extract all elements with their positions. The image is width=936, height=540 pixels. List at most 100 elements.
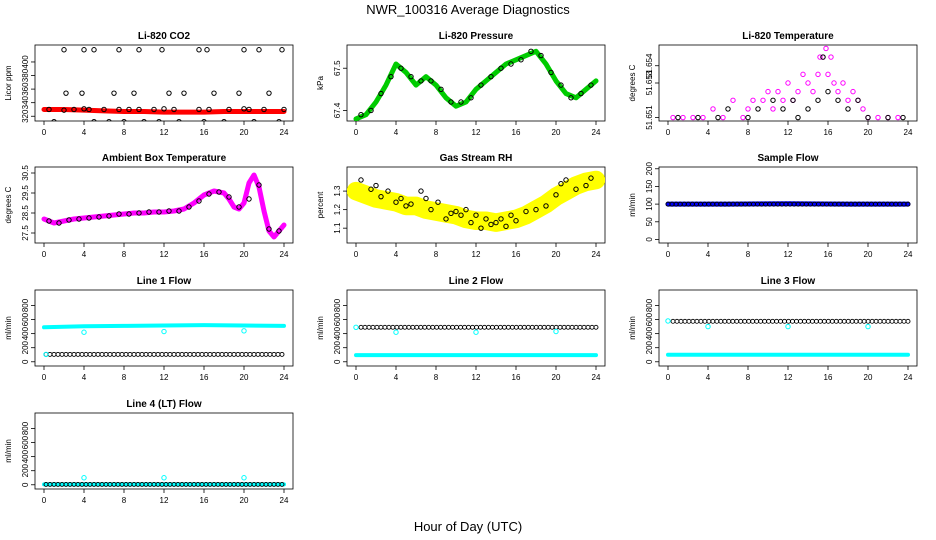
data-point xyxy=(151,106,157,113)
data-point xyxy=(199,351,205,357)
data-point xyxy=(561,324,567,330)
data-point xyxy=(167,351,173,357)
data-point xyxy=(770,106,776,112)
x-tick-label: 0 xyxy=(354,373,359,382)
data-point xyxy=(775,88,781,95)
data-point xyxy=(543,203,549,209)
x-tick-label: 4 xyxy=(82,496,87,505)
y-axis-label: ml/min xyxy=(628,193,637,217)
data-point xyxy=(398,324,404,330)
data-point xyxy=(513,324,519,330)
data-point xyxy=(734,318,740,324)
y-axis-label: ml/min xyxy=(4,316,13,340)
data-point xyxy=(275,351,281,357)
data-point xyxy=(261,106,267,113)
data-point xyxy=(740,114,746,121)
data-point xyxy=(578,90,584,97)
y-tick-label: 340 xyxy=(21,95,30,109)
y-axis-label: ml/min xyxy=(4,439,13,463)
data-point xyxy=(860,106,866,112)
data-point xyxy=(538,52,544,59)
data-point xyxy=(263,351,269,357)
data-point xyxy=(279,351,285,357)
data-point xyxy=(81,329,87,335)
data-point xyxy=(720,114,726,121)
data-point xyxy=(790,97,796,103)
data-point xyxy=(517,324,523,330)
x-tick-label: 20 xyxy=(552,373,561,382)
data-point xyxy=(497,324,503,330)
data-point xyxy=(71,351,77,357)
data-point xyxy=(398,195,404,202)
data-point xyxy=(51,351,57,357)
data-point xyxy=(468,219,474,226)
data-point xyxy=(206,106,212,113)
data-point xyxy=(857,318,863,324)
data-point xyxy=(770,97,776,103)
data-point xyxy=(730,97,736,103)
data-point xyxy=(267,351,273,357)
data-point xyxy=(266,90,272,96)
data-point xyxy=(565,324,571,330)
y-tick-label: 600 xyxy=(21,312,30,326)
data-point xyxy=(558,180,564,187)
data-point xyxy=(509,324,515,330)
data-point xyxy=(805,318,811,324)
data-point xyxy=(463,206,469,213)
data-point xyxy=(378,193,384,200)
series-group xyxy=(41,47,287,121)
data-point xyxy=(829,318,835,324)
x-tick-label: 16 xyxy=(200,128,209,137)
y-tick-label: 1.2 xyxy=(333,204,342,216)
x-tick-label: 0 xyxy=(354,128,359,137)
data-point xyxy=(726,318,732,324)
data-point xyxy=(103,351,109,357)
data-point xyxy=(418,324,424,330)
data-point xyxy=(755,106,761,112)
x-tick-label: 12 xyxy=(784,250,793,259)
y-tick-label: 50 xyxy=(645,217,654,226)
data-point xyxy=(750,97,756,103)
chart-panel: Li-820 Temperature degrees C 0 4 8 12 16 20 24 51… xyxy=(628,31,918,137)
data-point xyxy=(785,323,791,330)
data-point xyxy=(394,324,400,330)
data-point xyxy=(782,318,787,324)
data-point xyxy=(279,47,285,53)
x-tick-label: 12 xyxy=(472,373,481,382)
x-tick-label: 8 xyxy=(122,496,127,505)
x-tick-label: 20 xyxy=(864,373,873,382)
data-point xyxy=(434,324,440,330)
data-point xyxy=(573,324,579,330)
data-point xyxy=(482,324,487,330)
data-point xyxy=(426,324,432,330)
data-point xyxy=(373,182,379,189)
y-tick-label: 800 xyxy=(333,298,342,312)
data-point xyxy=(131,90,137,96)
data-point xyxy=(765,88,771,95)
data-point xyxy=(458,212,464,218)
data-point xyxy=(795,88,801,95)
data-point xyxy=(211,90,217,96)
y-axis-label: percent xyxy=(316,191,325,218)
data-point xyxy=(146,209,152,215)
data-point xyxy=(831,80,837,86)
data-point xyxy=(825,88,831,95)
data-point xyxy=(141,118,147,121)
data-point xyxy=(466,324,471,330)
data-point xyxy=(835,88,841,95)
data-point xyxy=(127,351,133,357)
series-group xyxy=(353,324,599,358)
x-tick-label: 16 xyxy=(512,128,521,137)
data-point xyxy=(778,318,783,324)
data-point xyxy=(478,225,484,231)
data-point xyxy=(55,351,61,357)
data-point xyxy=(718,318,724,324)
data-point xyxy=(588,82,594,88)
data-point xyxy=(181,90,187,96)
data-point xyxy=(453,208,459,215)
data-point xyxy=(143,351,149,357)
data-point xyxy=(745,114,751,121)
data-point xyxy=(710,318,716,324)
data-point xyxy=(156,118,162,121)
y-axis-label: Licor ppm xyxy=(4,65,13,100)
